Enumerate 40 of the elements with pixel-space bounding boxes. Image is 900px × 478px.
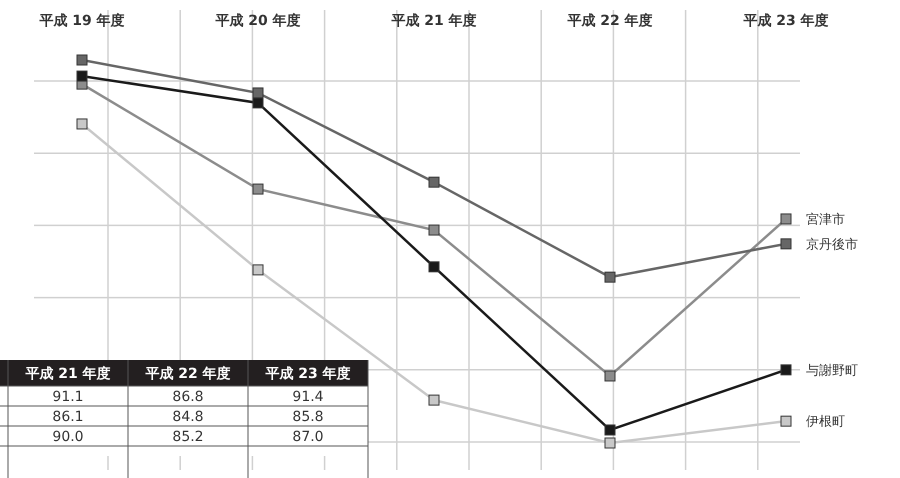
point [428,224,440,236]
annotation: 90.0 [52,428,84,445]
annotation: 84.8 [172,408,204,425]
point [780,364,792,376]
point [428,394,440,406]
annotation: 91.1 [52,388,84,405]
series-label: 与謝野町 [806,363,858,378]
x-tick-label: 平成 21 年度 [390,12,477,29]
point [428,261,440,272]
category-label: 平成 21 年度 [24,364,111,382]
annotation: 85.2 [172,428,204,445]
point [252,87,264,98]
series-label: 宮津市 [806,211,845,228]
point [604,272,616,283]
point [252,97,264,108]
category-label: 平成 23 年度 [264,364,351,382]
x-tick-label: 平成 20 年度 [214,12,301,29]
point [76,70,88,82]
point [604,370,616,382]
point [604,438,616,448]
point [428,176,440,188]
series-label: 京丹後市 [806,237,858,252]
x-tick-label: 平成 23 年度 [742,12,829,29]
point [76,54,88,66]
x-tick-label: 平成 19 年度 [38,12,125,29]
point [780,213,792,224]
annotation: 85.8 [292,408,324,425]
point [252,264,264,276]
point [604,424,616,436]
annotation: 86.1 [52,408,84,425]
annotation: 91.4 [292,388,324,405]
annotation: 86.8 [172,388,204,405]
point [780,238,792,250]
x-tick-label: 平成 22 年度 [566,12,653,29]
annotation: 87.0 [292,428,324,445]
point [252,184,264,195]
category-label: 平成 22 年度 [144,364,231,382]
point [76,118,88,130]
series-label: 伊根町 [806,414,845,430]
point [780,416,792,427]
